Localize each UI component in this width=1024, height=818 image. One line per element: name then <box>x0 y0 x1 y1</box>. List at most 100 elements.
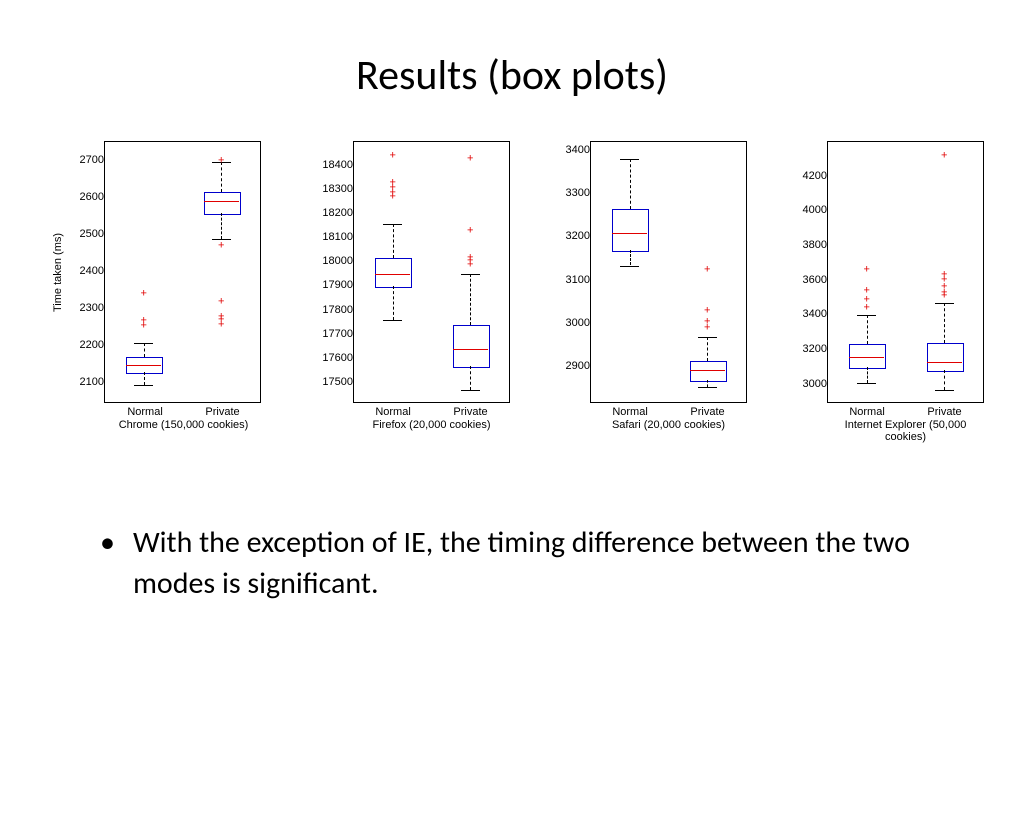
ytick-label: 17600 <box>322 352 353 364</box>
whisker <box>470 366 471 390</box>
whisker <box>393 286 394 320</box>
whisker-cap <box>134 385 153 386</box>
ytick-label: 4000 <box>803 204 827 216</box>
whisker <box>630 250 631 265</box>
outlier-marker: + <box>390 151 396 162</box>
ytick-label: 17500 <box>322 376 353 388</box>
outlier-marker: + <box>218 311 224 322</box>
ytick-label: 18400 <box>322 159 353 171</box>
xaxis: Normal Private <box>591 406 746 418</box>
chart-panel-safari: 290030003100320033003400++++NormalPrivat… <box>550 141 747 443</box>
whisker-cap <box>935 390 954 391</box>
slide-title: Results (box plots) <box>0 50 1024 101</box>
yaxis: 1750017600177001780017900180001810018200… <box>313 141 357 401</box>
ytick-label: 17700 <box>322 328 353 340</box>
ytick-label: 3300 <box>566 187 590 199</box>
ytick-label: 3200 <box>803 343 827 355</box>
yaxis: 290030003100320033003400 <box>550 141 594 401</box>
ytick-label: 3000 <box>566 317 590 329</box>
outlier-marker: + <box>864 265 870 276</box>
outlier-marker: + <box>941 269 947 280</box>
xtick-label: Private <box>205 406 239 418</box>
whisker-cap <box>461 390 480 391</box>
box <box>612 209 649 252</box>
box <box>453 325 490 368</box>
whisker <box>144 343 145 358</box>
outlier-marker: + <box>941 150 947 161</box>
whisker-cap <box>134 343 153 344</box>
ytick-label: 3400 <box>566 144 590 156</box>
whisker <box>470 274 471 325</box>
whisker-cap <box>383 320 402 321</box>
chart-subtitle: Firefox (20,000 cookies) <box>354 419 509 431</box>
outlier-marker: + <box>141 316 147 327</box>
box <box>375 258 412 289</box>
bullet-area: • With the exception of IE, the timing d… <box>0 523 1024 604</box>
whisker <box>144 372 145 385</box>
xtick-label: Normal <box>375 406 410 418</box>
yaxis: 3000320034003600380040004200 <box>787 141 831 401</box>
whisker <box>944 370 945 390</box>
whisker-cap <box>461 274 480 275</box>
whisker-cap <box>857 315 876 316</box>
xaxis: NormalPrivate <box>828 406 983 418</box>
whisker <box>944 303 945 343</box>
chart-panel-chrome: Time taken (ms)2100220023002400250026002… <box>40 141 273 443</box>
bullet-item: • With the exception of IE, the timing d… <box>90 523 934 604</box>
chart-subtitle: Safari (20,000 cookies) <box>591 419 746 431</box>
median-line <box>612 233 647 234</box>
xtick-label: Private <box>453 406 487 418</box>
whisker <box>867 367 868 383</box>
xtick-label: Normal <box>612 406 647 418</box>
ytick-label: 18200 <box>322 207 353 219</box>
ytick-label: 3000 <box>803 378 827 390</box>
whisker <box>221 213 222 239</box>
outlier-marker: + <box>141 289 147 300</box>
outlier-marker: + <box>390 177 396 188</box>
ytick-label: 3400 <box>803 308 827 320</box>
outlier-marker: + <box>704 306 710 317</box>
plot-area: ++++++++++ <box>353 141 510 403</box>
xtick-label: Normal <box>849 406 884 418</box>
ytick-label: 2900 <box>566 360 590 372</box>
ytick-label: 18300 <box>322 183 353 195</box>
xtick-label: Normal <box>127 406 162 418</box>
outlier-marker: + <box>864 286 870 297</box>
whisker <box>867 315 868 344</box>
bullet-text: With the exception of IE, the timing dif… <box>133 523 934 604</box>
ytick-label: 3600 <box>803 274 827 286</box>
plot-area: ++++ <box>590 141 747 403</box>
whisker-cap <box>383 224 402 225</box>
outlier-marker: + <box>704 316 710 327</box>
outlier-marker: + <box>218 297 224 308</box>
outlier-marker: + <box>467 153 473 164</box>
whisker <box>393 224 394 258</box>
ytick-label: 2200 <box>80 339 104 351</box>
box <box>204 192 241 214</box>
plot-area: +++++++++ <box>104 141 261 403</box>
whisker-cap <box>620 159 639 160</box>
yaxis-title: Time taken (ms) <box>52 141 64 403</box>
ytick-label: 18100 <box>322 231 353 243</box>
chart-panel-ie: 3000320034003600380040004200++++++++++No… <box>787 141 984 443</box>
outlier-marker: + <box>467 252 473 263</box>
xaxis: Normal Private <box>354 406 509 418</box>
outlier-marker: + <box>467 226 473 237</box>
ytick-label: 2600 <box>80 191 104 203</box>
whisker-cap <box>857 383 876 384</box>
yaxis: 2100220023002400250026002700 <box>64 141 108 401</box>
median-line <box>849 357 884 358</box>
median-line <box>927 362 962 363</box>
bullet-dot-icon: • <box>100 523 115 604</box>
xtick-label: Private <box>690 406 724 418</box>
ytick-label: 2500 <box>80 228 104 240</box>
box <box>927 343 964 372</box>
median-line <box>126 365 161 366</box>
median-line <box>453 349 488 350</box>
whisker-cap <box>698 387 717 388</box>
box <box>126 357 163 374</box>
charts-row: Time taken (ms)2100220023002400250026002… <box>0 141 1024 443</box>
ytick-label: 17900 <box>322 279 353 291</box>
chart-subtitle: Chrome (150,000 cookies) <box>106 419 261 431</box>
whisker-cap <box>698 337 717 338</box>
